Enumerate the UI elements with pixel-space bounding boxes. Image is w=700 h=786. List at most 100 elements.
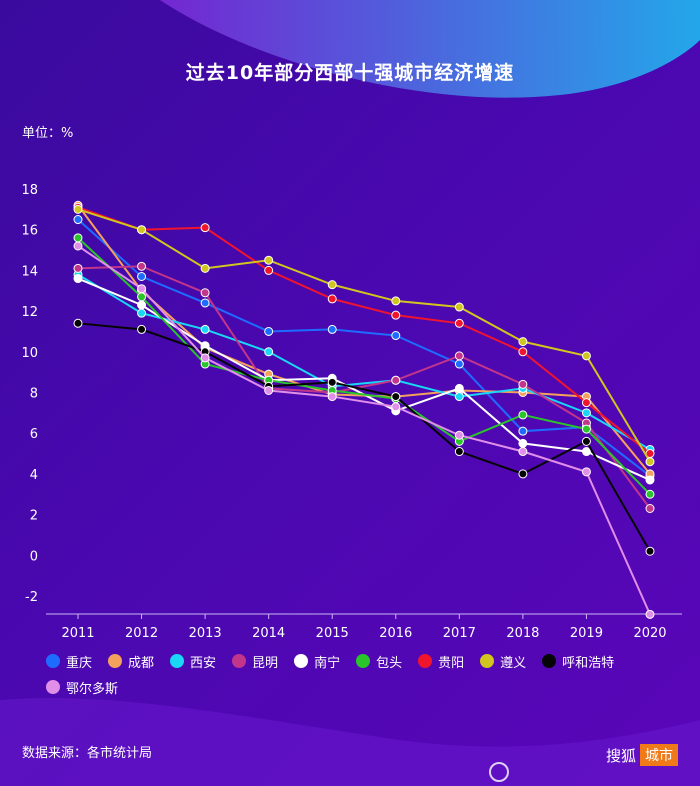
legend-label: 成都	[128, 655, 155, 671]
series-line	[77, 245, 651, 615]
data-point	[454, 359, 464, 369]
data-point	[518, 438, 528, 448]
data-point	[518, 447, 528, 457]
legend-marker	[356, 654, 371, 668]
data-point	[200, 298, 210, 308]
series-line	[77, 204, 651, 475]
legend-marker	[46, 654, 60, 668]
data-point	[645, 503, 655, 513]
series-line	[77, 277, 651, 481]
data-point	[327, 392, 337, 402]
source-note: 数据来源：各市统计局	[22, 746, 153, 761]
data-point	[73, 233, 83, 243]
legend-marker	[418, 654, 433, 668]
data-point	[137, 284, 147, 294]
data-point	[581, 467, 591, 477]
series-line	[77, 322, 651, 552]
y-axis: -2 0 2 4 6 8 10 12 14 16 18	[21, 183, 38, 605]
series-line	[77, 237, 651, 495]
data-point	[454, 318, 464, 328]
data-point	[327, 280, 337, 290]
data-point	[200, 263, 210, 273]
data-point	[645, 546, 655, 556]
data-point	[518, 410, 528, 420]
data-point	[73, 318, 83, 328]
data-point	[391, 375, 401, 385]
series-9	[73, 241, 655, 619]
legend-label: 南宁	[314, 655, 341, 671]
x-tick-label: 2018	[506, 626, 539, 640]
legend-item: 西安	[170, 652, 217, 671]
legend-label: 遵义	[500, 655, 527, 671]
data-point	[391, 331, 401, 341]
data-point	[581, 408, 591, 418]
y-tick-label: 18	[21, 183, 38, 198]
x-tick-label: 2017	[443, 626, 476, 640]
legend-item: 重庆	[46, 652, 93, 671]
logo-text: 搜狐	[605, 746, 636, 765]
x-axis: 2011 2012 2013 2014 2015 2016 2017 2018 2019 2020	[46, 613, 682, 640]
data-point	[264, 326, 274, 336]
data-point	[73, 204, 83, 214]
legend-label: 西安	[190, 655, 217, 671]
series-line	[77, 208, 651, 463]
data-point	[454, 447, 464, 457]
data-point	[137, 261, 147, 271]
legend-label: 呼和浩特	[562, 655, 615, 671]
data-point	[391, 296, 401, 306]
data-point	[645, 475, 655, 485]
legend-item: 遵义	[480, 652, 527, 671]
series-2	[73, 269, 655, 454]
data-point	[518, 347, 528, 357]
series-line	[77, 218, 651, 477]
legend-marker	[108, 654, 123, 668]
data-point	[581, 436, 591, 446]
data-point	[327, 377, 337, 387]
y-tick-label: 16	[21, 224, 38, 239]
x-tick-label: 2011	[61, 626, 94, 640]
data-point	[327, 324, 337, 334]
x-tick-label: 2016	[379, 626, 412, 640]
y-tick-label: 10	[21, 346, 38, 361]
y-tick-label: 4	[30, 468, 38, 483]
x-tick-label: 2015	[316, 626, 349, 640]
x-tick-label: 2014	[252, 626, 285, 640]
legend: 重庆 成都 西安 昆明 南宁 包头 贵阳 遵义 呼和浩特 鄂尔多斯	[46, 652, 686, 704]
unit-label: 单位：%	[22, 126, 74, 141]
legend-item: 呼和浩特	[542, 652, 615, 671]
data-point	[581, 398, 591, 408]
legend-marker	[46, 680, 60, 694]
data-point	[391, 402, 401, 412]
x-tick-label: 2020	[633, 626, 666, 640]
data-point	[200, 288, 210, 298]
data-point	[454, 351, 464, 361]
legend-label: 鄂尔多斯	[66, 681, 119, 697]
legend-item: 成都	[108, 652, 155, 671]
data-point	[454, 302, 464, 312]
data-point	[645, 489, 655, 499]
x-tick-label: 2012	[125, 626, 158, 640]
series-7	[73, 204, 655, 467]
data-point	[137, 300, 147, 310]
legend-item: 昆明	[232, 652, 278, 671]
data-point	[645, 457, 655, 467]
legend-label: 重庆	[66, 655, 93, 671]
legend-marker	[542, 654, 557, 668]
y-tick-label: 6	[30, 427, 38, 442]
data-point	[137, 308, 147, 318]
data-point	[454, 383, 464, 393]
series-line	[77, 273, 651, 451]
data-point	[73, 274, 83, 284]
data-point	[137, 225, 147, 235]
data-point	[581, 351, 591, 361]
data-point	[264, 385, 274, 395]
y-tick-label: 2	[30, 509, 38, 524]
legend-marker	[232, 654, 247, 668]
series-0	[73, 215, 655, 481]
data-point	[391, 392, 401, 402]
data-point	[137, 324, 147, 334]
data-point	[581, 447, 591, 457]
x-tick-label: 2019	[570, 626, 603, 640]
chart-title: 过去10年部分西部十强城市经济增速	[185, 62, 515, 84]
